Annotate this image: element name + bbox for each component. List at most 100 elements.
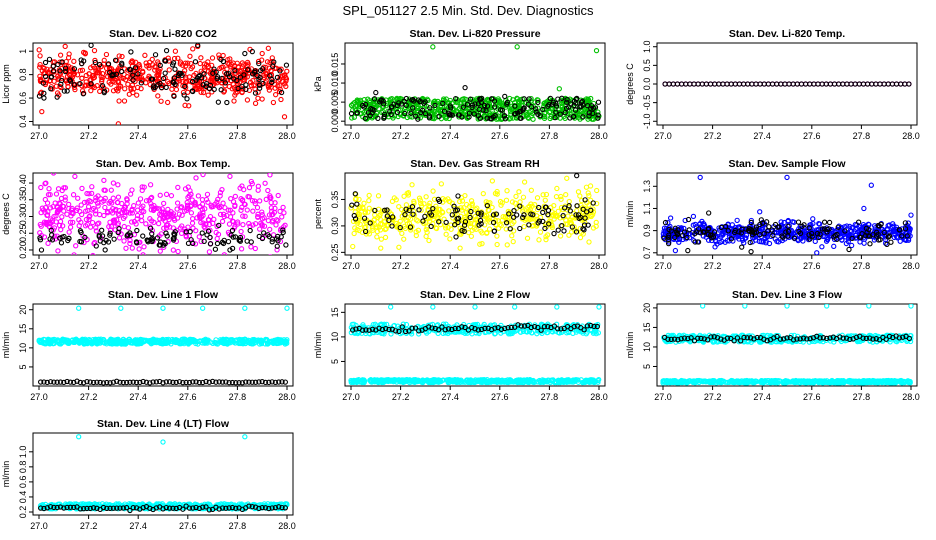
data-point-rh-s0 bbox=[405, 190, 412, 196]
data-point-ambbox-s0 bbox=[59, 214, 65, 220]
data-point-pressure-s1 bbox=[504, 99, 510, 106]
data-point-co2-s0 bbox=[193, 70, 199, 77]
data-point-co2-s0 bbox=[244, 97, 251, 103]
data-point-ambbox-s0 bbox=[141, 244, 147, 250]
data-point-rh-s0 bbox=[543, 236, 549, 243]
data-point-co2-s1 bbox=[71, 82, 78, 88]
data-point-pressure-s0 bbox=[453, 99, 459, 105]
data-point-ambbox-s0 bbox=[202, 225, 208, 231]
data-point-rh-s1 bbox=[517, 203, 523, 209]
points-sampleflow bbox=[660, 174, 914, 255]
data-point-pressure-s0 bbox=[525, 114, 531, 121]
data-point-line1-s0 bbox=[210, 340, 216, 347]
data-point-sampleflow-s1 bbox=[834, 236, 840, 242]
data-point-ambbox-s0 bbox=[129, 187, 135, 193]
data-point-pressure-s0 bbox=[384, 100, 390, 107]
data-point-sampleflow-s0 bbox=[895, 235, 901, 241]
data-point-ambbox-s0 bbox=[230, 210, 236, 216]
data-point-co2-s0 bbox=[179, 78, 186, 85]
data-point-line1-s0 bbox=[236, 340, 242, 346]
y-tick-label: 0.30 bbox=[18, 208, 28, 226]
data-point-co2-s0 bbox=[88, 88, 94, 94]
data-point-rh-s1 bbox=[530, 212, 536, 218]
data-point-line1-s0 bbox=[88, 339, 94, 346]
data-point-co2-s0 bbox=[284, 68, 290, 74]
data-point-pressure-s1 bbox=[441, 108, 448, 114]
data-point-ambbox-s1 bbox=[283, 242, 289, 248]
data-point-line2-s1 bbox=[520, 328, 527, 335]
data-point-ambbox-s0 bbox=[111, 219, 117, 225]
data-point-line1-s1 bbox=[123, 379, 130, 386]
data-point-ambbox-s0 bbox=[175, 184, 181, 191]
data-point-rh-s0 bbox=[456, 231, 463, 237]
data-point-sampleflow-s1 bbox=[695, 239, 702, 245]
data-point-rh-s0 bbox=[484, 230, 490, 236]
data-point-rh-s0 bbox=[543, 221, 549, 227]
data-point-sampleflow-s1 bbox=[685, 216, 692, 223]
data-point-pressure-s1 bbox=[427, 105, 433, 111]
data-point-ambbox-s0 bbox=[61, 208, 67, 214]
data-point-ambbox-s0 bbox=[267, 195, 273, 201]
data-point-line1-s0 bbox=[114, 341, 120, 347]
data-point-rh-s1 bbox=[573, 229, 580, 235]
data-point-rh-s1 bbox=[526, 222, 532, 228]
data-point-rh-s1 bbox=[352, 191, 358, 197]
data-point-ambbox-s0 bbox=[159, 206, 165, 212]
data-point-pressure-s1 bbox=[553, 109, 559, 115]
data-point-line1-s1 bbox=[163, 379, 169, 385]
data-point-ambbox-s0 bbox=[215, 196, 221, 203]
data-point-line1-s0 bbox=[258, 338, 265, 344]
x-tick-label: 27.8 bbox=[853, 131, 871, 141]
data-point-ambbox-s0 bbox=[93, 228, 100, 234]
data-point-rh-s0 bbox=[588, 212, 594, 218]
data-point-line1-s1 bbox=[170, 379, 176, 385]
outlier-point-pressure bbox=[559, 95, 565, 101]
data-point-line2-s0 bbox=[460, 379, 466, 385]
data-point-line2-s0 bbox=[396, 377, 402, 383]
data-point-ambbox-s0 bbox=[143, 221, 149, 227]
data-point-rh-s0 bbox=[587, 197, 594, 203]
data-point-co2-s0 bbox=[95, 67, 101, 73]
data-point-rh-s0 bbox=[446, 208, 452, 214]
data-point-pressure-s1 bbox=[360, 102, 366, 109]
data-point-sampleflow-s0 bbox=[713, 239, 719, 245]
data-point-ambbox-s1 bbox=[207, 241, 214, 247]
data-point-pressure-s0 bbox=[355, 98, 361, 105]
outlier-point-rh bbox=[457, 245, 463, 251]
data-point-line1-s1 bbox=[193, 379, 199, 385]
data-point-co2-s0 bbox=[40, 64, 46, 71]
data-point-co2-s0 bbox=[251, 82, 257, 89]
data-point-rh-s1 bbox=[506, 211, 512, 217]
data-point-co2-s1 bbox=[234, 77, 240, 84]
data-point-sampleflow-s1 bbox=[888, 239, 894, 245]
data-point-co2-s1 bbox=[213, 69, 219, 75]
data-point-line2-s0 bbox=[465, 379, 471, 386]
data-point-line2-s0 bbox=[526, 379, 532, 386]
x-tick-label: 27.8 bbox=[541, 392, 559, 402]
data-point-line1-s1 bbox=[94, 379, 100, 385]
data-point-pressure-s1 bbox=[567, 115, 573, 121]
data-point-pressure-s1 bbox=[381, 115, 387, 121]
data-point-co2-s1 bbox=[235, 85, 241, 92]
data-point-ambbox-s0 bbox=[139, 184, 145, 190]
data-point-sampleflow-s0 bbox=[740, 237, 746, 243]
data-point-ambbox-s0 bbox=[232, 193, 239, 200]
data-point-rh-s1 bbox=[354, 201, 360, 207]
data-point-sampleflow-s0 bbox=[844, 223, 850, 229]
data-point-co2-s1 bbox=[62, 65, 69, 71]
data-point-rh-s1 bbox=[477, 217, 484, 224]
data-point-sampleflow-s0 bbox=[697, 221, 703, 227]
x-tick-label: 27.0 bbox=[30, 131, 48, 141]
outlier-point-ambbox bbox=[147, 225, 154, 231]
data-point-co2-s0 bbox=[66, 51, 72, 57]
data-point-sampleflow-s1 bbox=[826, 219, 833, 226]
data-point-pressure-s0 bbox=[366, 98, 373, 104]
data-point-line2-s0 bbox=[388, 378, 394, 384]
data-point-pressure-s0 bbox=[520, 112, 527, 118]
data-point-pressure-s1 bbox=[492, 104, 498, 110]
data-point-co2-s0 bbox=[248, 82, 255, 89]
data-point-line1-s1 bbox=[107, 380, 113, 386]
data-point-line1-s1 bbox=[269, 379, 275, 385]
data-point-co2-s1 bbox=[267, 73, 273, 79]
